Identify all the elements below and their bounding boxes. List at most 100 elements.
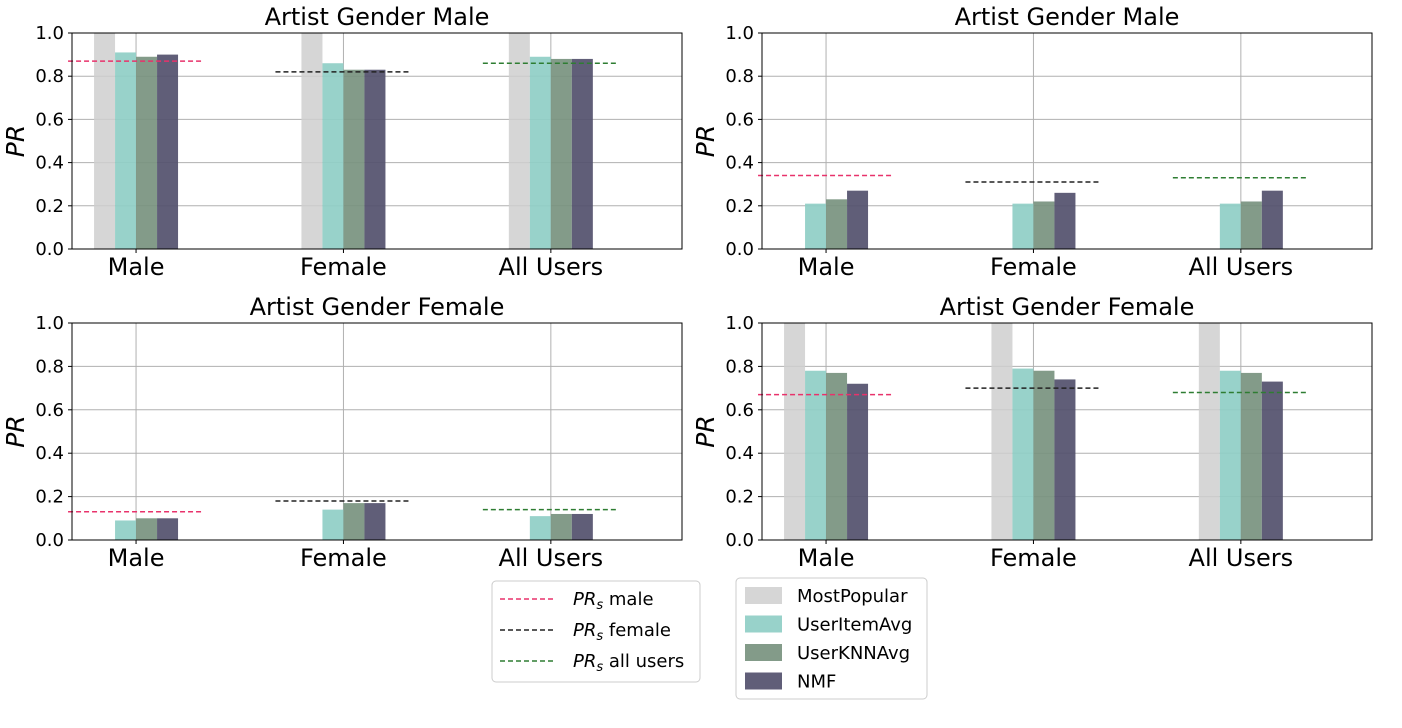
y-tick-label: 0.2: [725, 196, 754, 217]
bar-nmf-male: [157, 518, 179, 540]
legend-line-label: PRs male: [573, 589, 654, 613]
legend-swatch-mostpopular: [745, 587, 782, 604]
bar-useritemavg-all-users: [1219, 203, 1241, 249]
panel-title: Artist Gender Male: [955, 3, 1180, 31]
bar-useritemavg-female: [1012, 203, 1034, 249]
bar-userknnavg-all-users: [550, 58, 572, 249]
bar-nmf-male: [847, 383, 869, 540]
y-tick-label: 0.2: [35, 196, 64, 217]
bar-useritemavg-all-users: [529, 56, 551, 249]
x-tick-label-all-users: All Users: [499, 544, 604, 572]
legend-label-nmf: NMF: [797, 672, 836, 693]
legend-label-suffix: female: [603, 620, 671, 641]
y-tick-label: 1.0: [35, 313, 64, 334]
bar-nmf-all-users: [1261, 381, 1283, 540]
legend-label-useritemavg: UserItemAvg: [797, 615, 912, 636]
bar-useritemavg-all-users: [1219, 370, 1241, 540]
bar-nmf-male: [157, 54, 179, 249]
bar-mostpopular-female: [301, 33, 323, 249]
bar-userknnavg-male: [136, 518, 158, 540]
chart-panel-3: 0.0 0.2 0.4 0.6 0.8 1.0 Male Female All Users Art…: [1, 293, 683, 572]
bar-userknnavg-all-users: [1240, 372, 1262, 540]
y-tick-label: 0.8: [35, 356, 64, 377]
y-tick-label: 0.6: [35, 109, 64, 130]
bar-mostpopular-female: [991, 323, 1013, 540]
legend-label-suffix: all users: [603, 651, 684, 672]
x-tick-label-all-users: All Users: [1189, 544, 1294, 572]
x-tick-label-female: Female: [990, 253, 1077, 281]
legend-label-pr: PR: [573, 589, 596, 610]
bar-userknnavg-female: [1033, 370, 1055, 540]
y-tick-label: 0.6: [725, 109, 754, 130]
y-tick-label: 1.0: [725, 23, 754, 44]
bar-useritemavg-female: [1012, 368, 1034, 540]
axes-frame: [761, 32, 1373, 250]
bar-useritemavg-male: [805, 370, 827, 540]
y-tick-label: 0.0: [35, 530, 64, 551]
chart-panels: 0.0 0.2 0.4 0.6 0.8 1.0 Male Female All Users Art…: [1, 3, 1373, 572]
bar-nmf-all-users: [1261, 190, 1283, 249]
y-axis-label: PR: [1, 125, 30, 157]
bars: [94, 33, 593, 249]
bar-nmf-female: [1054, 379, 1076, 540]
axes-frame: [71, 32, 683, 250]
legend-methods-box: [735, 577, 928, 700]
x-tick-label-female: Female: [300, 544, 387, 572]
x-tick-label-all-users: All Users: [499, 253, 604, 281]
legend-label-pr: PR: [573, 651, 596, 672]
legend-label-mostpopular: MostPopular: [797, 586, 908, 607]
y-tick-label: 0.4: [35, 153, 64, 174]
chart-panel-2: 0.0 0.2 0.4 0.6 0.8 1.0 Male Female All Users Art…: [691, 3, 1373, 281]
legend-label-suffix: male: [603, 589, 653, 610]
legend-swatch-useritemavg: [745, 615, 782, 633]
y-axis-label: PR: [691, 125, 720, 157]
bar-userknnavg-female: [343, 503, 365, 540]
y-tick-label: 0.4: [725, 443, 754, 464]
bar-userknnavg-female: [1033, 201, 1055, 249]
axes-frame: [71, 322, 683, 541]
bar-userknnavg-male: [136, 56, 158, 249]
y-tick-label: 0.0: [35, 239, 64, 260]
bar-nmf-female: [364, 503, 386, 540]
bars: [115, 503, 593, 540]
bar-nmf-all-users: [571, 513, 593, 540]
bar-userknnavg-all-users: [550, 513, 572, 540]
bar-nmf-all-users: [571, 58, 593, 249]
legend-lines-box: [491, 580, 701, 683]
legend-label-userknnavg: UserKNNAvg: [797, 643, 910, 664]
y-tick-label: 0.6: [725, 400, 754, 421]
chart-panel-1: 0.0 0.2 0.4 0.6 0.8 1.0 Male Female All Users Art…: [1, 3, 683, 281]
legend-label-sub: s: [596, 629, 603, 644]
y-tick-label: 0.8: [725, 356, 754, 377]
legend-line-label: PRs female: [573, 620, 671, 644]
x-tick-label-female: Female: [300, 253, 387, 281]
y-axis-label: PR: [691, 415, 720, 447]
x-tick-label-all-users: All Users: [1189, 253, 1294, 281]
y-tick-label: 0.8: [725, 66, 754, 87]
bar-mostpopular-all-users: [1198, 323, 1220, 540]
bar-useritemavg-female: [322, 63, 344, 249]
legend-methods: MostPopular UserItemAvg UserKNNAvg NMF: [735, 577, 928, 700]
bar-mostpopular-male: [784, 323, 806, 540]
panel-title: Artist Gender Female: [940, 293, 1195, 321]
x-tick-label-male: Male: [108, 253, 165, 281]
bar-useritemavg-female: [322, 509, 344, 540]
bar-nmf-female: [1054, 192, 1076, 249]
y-tick-label: 0.0: [725, 239, 754, 260]
y-tick-label: 1.0: [725, 313, 754, 334]
bar-userknnavg-male: [826, 199, 848, 249]
legend-label-sub: s: [596, 598, 603, 613]
bar-mostpopular-male: [94, 33, 116, 249]
bar-useritemavg-male: [115, 52, 137, 249]
x-tick-label-male: Male: [798, 253, 855, 281]
panel-title: Artist Gender Male: [265, 3, 490, 31]
y-axis-label: PR: [1, 415, 30, 447]
chart-panel-4: 0.0 0.2 0.4 0.6 0.8 1.0 Male Female All Users Art…: [691, 293, 1373, 572]
bars: [805, 190, 1283, 249]
legend-label-sub: s: [596, 660, 603, 675]
bar-useritemavg-male: [805, 203, 827, 249]
x-tick-label-male: Male: [798, 544, 855, 572]
y-tick-label: 0.2: [725, 487, 754, 508]
